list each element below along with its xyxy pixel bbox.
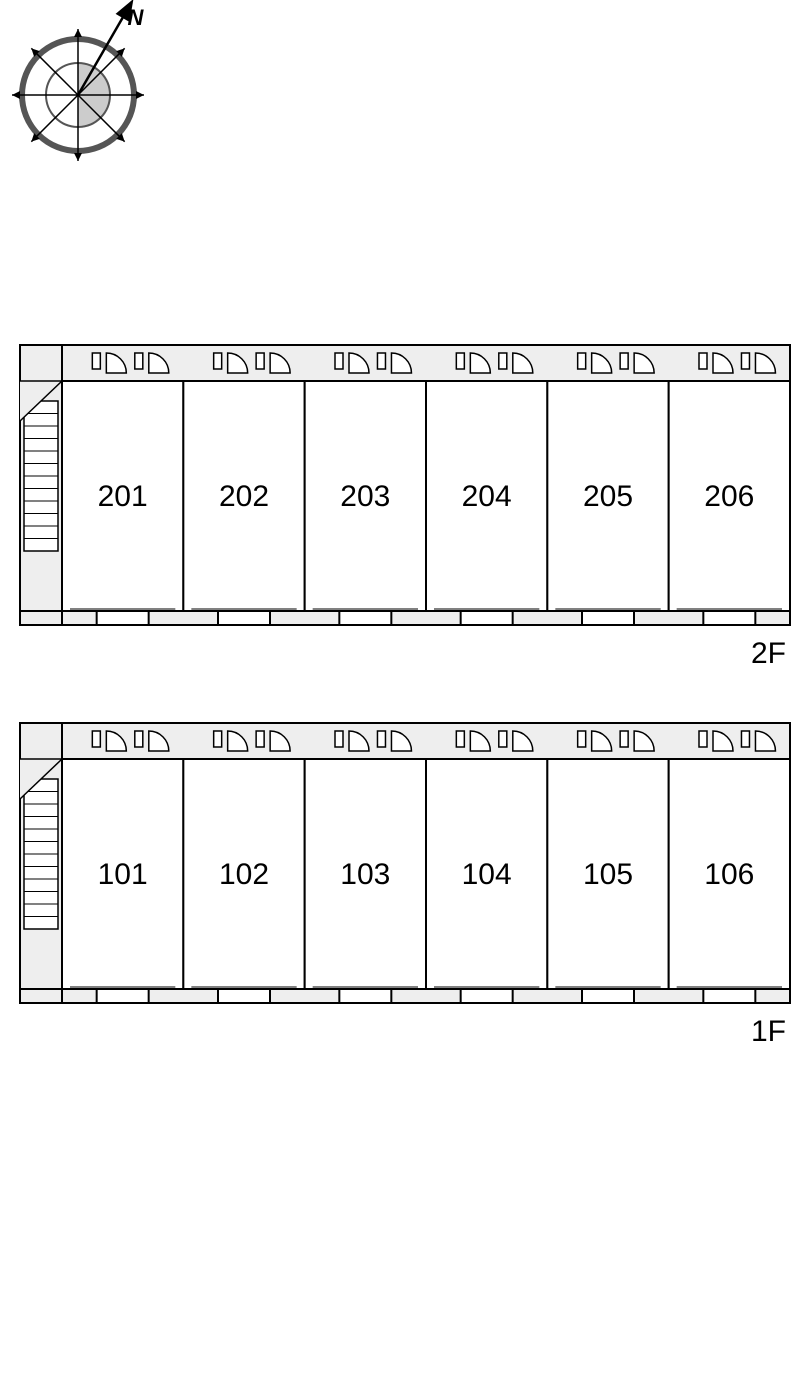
- balcony-tab: [97, 611, 149, 625]
- room-number: 202: [219, 480, 269, 513]
- balcony-tab: [339, 611, 391, 625]
- balcony-tab: [218, 989, 270, 1003]
- floor-label: 2F: [751, 637, 786, 670]
- room-number: 101: [98, 858, 148, 891]
- room-number: 102: [219, 858, 269, 891]
- balcony-tab: [461, 611, 513, 625]
- balcony-tab: [218, 611, 270, 625]
- room-number: 203: [340, 480, 390, 513]
- floor-2F: 201 202 203 204 205 206 2F: [20, 345, 790, 670]
- room-number: 103: [340, 858, 390, 891]
- floorplan-canvas: N2012022032042052062F1011021031041051061…: [0, 0, 800, 1373]
- balcony-tab: [703, 989, 755, 1003]
- balcony-tab: [97, 989, 149, 1003]
- room-number: 204: [462, 480, 512, 513]
- compass: N: [12, 0, 145, 161]
- room-number: 106: [704, 858, 754, 891]
- room-number: 205: [583, 480, 633, 513]
- balcony-tab: [703, 611, 755, 625]
- balcony-tab: [582, 989, 634, 1003]
- room-number: 105: [583, 858, 633, 891]
- room-number: 104: [462, 858, 512, 891]
- room-number: 206: [704, 480, 754, 513]
- floor-1F: 101 102 103 104 105 106 1F: [20, 723, 790, 1048]
- room-number: 201: [98, 480, 148, 513]
- compass-north-label: N: [128, 5, 145, 30]
- floor-label: 1F: [751, 1015, 786, 1048]
- balcony-tab: [582, 611, 634, 625]
- balcony-tab: [461, 989, 513, 1003]
- balcony-tab: [339, 989, 391, 1003]
